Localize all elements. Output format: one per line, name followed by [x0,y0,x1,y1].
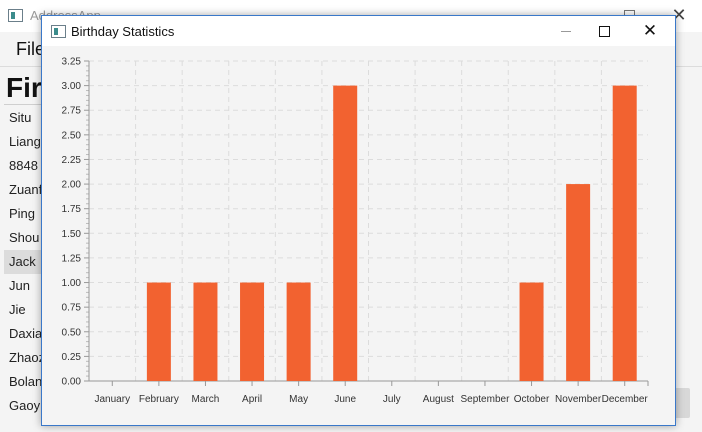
x-tick-label: November [555,394,602,405]
close-button[interactable]: ✕ [642,21,658,40]
birthday-statistics-dialog: Birthday Statistics ✕ 0.00 0.25 0.50 0.75 1.… [41,15,676,426]
app-icon [8,9,23,22]
person-list-item[interactable]: Bolan [9,374,43,389]
x-tick-label: January [95,394,131,405]
x-tick-label: September [460,394,510,405]
y-tick-label: 3.25 [62,57,82,68]
y-tick-label: 0.50 [62,327,82,338]
birthday-bar-chart: 0.00 0.25 0.50 0.75 1.00 1.25 1.50 1.75 2.00 2.25… [62,57,649,405]
bar-june[interactable] [333,85,358,381]
x-tick-label: July [383,394,401,405]
y-tick-label: 0.75 [62,303,82,314]
person-list-item[interactable]: Zhaoz [9,350,46,365]
person-list-item[interactable]: 8848 [9,158,38,173]
bar-february[interactable] [146,282,171,381]
person-list-item[interactable]: Situ [9,110,32,125]
person-list-item[interactable]: Jun [9,278,30,293]
person-list-item[interactable]: Zuanf [9,182,43,197]
plot-area [89,61,648,381]
y-tick-label: 0.25 [62,352,82,363]
dialog-title: Birthday Statistics [71,24,175,39]
person-list-item[interactable]: Gaoyi [9,398,43,413]
list-column-header: Fir [6,72,42,103]
x-tick-label: August [423,394,454,405]
dialog-app-icon [51,25,66,38]
y-tick-label: 0.00 [62,377,82,388]
person-list-item[interactable]: Shou [9,230,40,245]
person-list-item[interactable]: Daxia [9,326,43,341]
hidden-button[interactable] [672,388,690,418]
person-list-item[interactable]: Ping [9,206,36,221]
x-tick-label: May [289,394,308,405]
x-tick-label: June [334,394,356,405]
x-tick-label: March [192,394,220,405]
person-list-item[interactable]: Jack [4,250,47,274]
person-list-item[interactable]: Jie [9,302,26,317]
y-tick-label: 2.50 [62,130,82,141]
y-tick-label: 1.50 [62,229,82,240]
x-tick-label: April [242,394,262,405]
list-separator [4,104,44,105]
y-tick-label: 2.00 [62,180,82,191]
maximize-button[interactable] [588,16,620,46]
x-tick-label: February [139,394,179,405]
y-tick-label: 1.00 [62,278,82,289]
person-list-item[interactable]: Liang [9,134,41,149]
y-tick-label: 2.75 [62,106,82,117]
menu-file[interactable]: File [16,39,46,59]
bar-october[interactable] [519,282,544,381]
minimize-button[interactable] [550,16,582,46]
bar-april[interactable] [240,282,265,381]
x-tick-label: October [514,394,550,405]
y-tick-label: 3.00 [62,81,82,92]
dialog-titlebar: Birthday Statistics ✕ [42,16,675,46]
bar-november[interactable] [566,184,591,381]
bar-may[interactable] [286,282,311,381]
y-tick-label: 1.75 [62,204,82,215]
y-tick-label: 2.25 [62,155,82,166]
y-tick-label: 1.25 [62,253,82,264]
bar-december[interactable] [612,85,637,381]
bar-march[interactable] [193,282,218,381]
x-tick-label: December [602,394,649,405]
